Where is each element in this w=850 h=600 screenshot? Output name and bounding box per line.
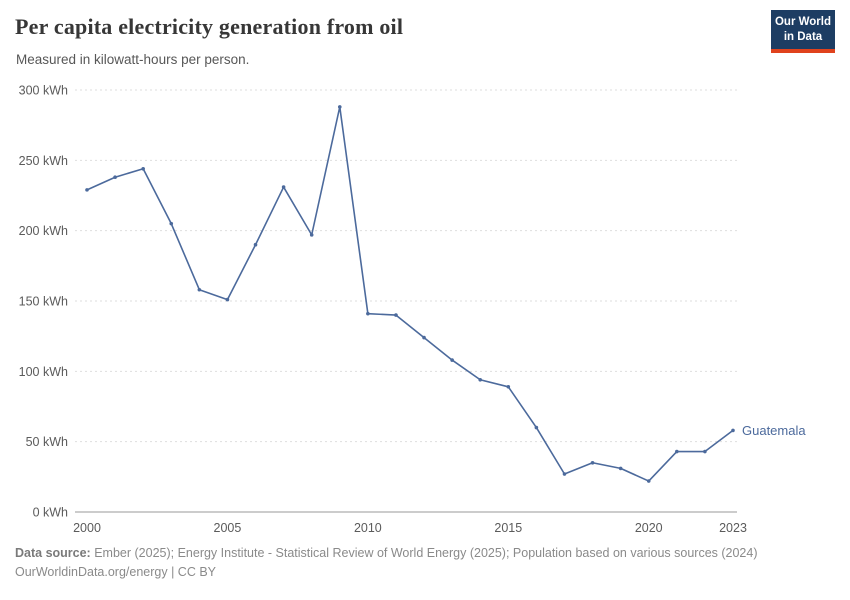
data-point[interactable] (281, 185, 286, 189)
chart-subtitle: Measured in kilowatt-hours per person. (16, 52, 250, 67)
owid-logo-line1: Our World (774, 16, 831, 28)
chart-title: Per capita electricity generation from o… (15, 14, 404, 39)
y-axis-tick-label: 100 kWh (19, 365, 68, 379)
data-point[interactable] (534, 425, 539, 430)
data-point[interactable] (394, 313, 398, 317)
data-point[interactable] (675, 449, 679, 454)
data-point[interactable] (225, 297, 230, 302)
data-point[interactable] (731, 428, 735, 433)
data-point[interactable] (85, 188, 89, 192)
data-point[interactable] (618, 466, 623, 471)
data-point[interactable] (197, 287, 202, 292)
x-axis-tick-label: 2010 (354, 521, 382, 535)
x-axis-tick-label: 2015 (494, 521, 522, 535)
data-point[interactable] (169, 221, 174, 226)
y-axis-tick-label: 150 kWh (19, 295, 68, 309)
chart-footer: Data source: Ember (2025); Energy Instit… (15, 544, 758, 583)
data-point[interactable] (253, 242, 258, 247)
footer-datasource-label: Data source: (15, 546, 91, 560)
y-axis-tick-label: 0 kWh (33, 506, 68, 520)
data-point[interactable] (113, 175, 117, 180)
data-point[interactable] (646, 479, 651, 483)
data-point[interactable] (478, 377, 483, 382)
footer-datasource-text: Ember (2025); Energy Institute - Statist… (90, 546, 758, 560)
data-point[interactable] (562, 472, 567, 476)
data-point[interactable] (337, 105, 342, 109)
footer-license[interactable]: OurWorldinData.org/energy | CC BY (15, 565, 217, 580)
owid-logo[interactable]: Our World in Data (771, 10, 835, 53)
data-point[interactable] (703, 449, 707, 454)
x-axis-tick-label: 2000 (73, 521, 101, 535)
data-point[interactable] (590, 460, 595, 465)
footer-datasource: Data source: Ember (2025); Energy Instit… (15, 544, 758, 563)
data-point[interactable] (450, 358, 454, 362)
data-point[interactable] (141, 166, 145, 171)
y-axis-tick-label: 250 kWh (19, 154, 68, 168)
data-point[interactable] (309, 233, 314, 237)
data-point[interactable] (506, 385, 511, 389)
y-axis-tick-label: 200 kWh (19, 224, 68, 238)
owid-logo-line2: in Data (783, 30, 823, 43)
data-point[interactable] (366, 311, 370, 316)
x-axis-tick-label: 2020 (635, 521, 663, 535)
series-label-guatemala[interactable]: Guatemala (742, 423, 806, 438)
y-axis-tick-label: 300 kWh (19, 84, 68, 98)
data-point[interactable] (422, 335, 426, 340)
x-axis-tick-label: 2023 (719, 521, 747, 535)
x-axis-tick-label: 2005 (214, 521, 242, 535)
data-line-guatemala[interactable] (86, 106, 734, 482)
y-axis-tick-label: 50 kWh (26, 435, 68, 449)
